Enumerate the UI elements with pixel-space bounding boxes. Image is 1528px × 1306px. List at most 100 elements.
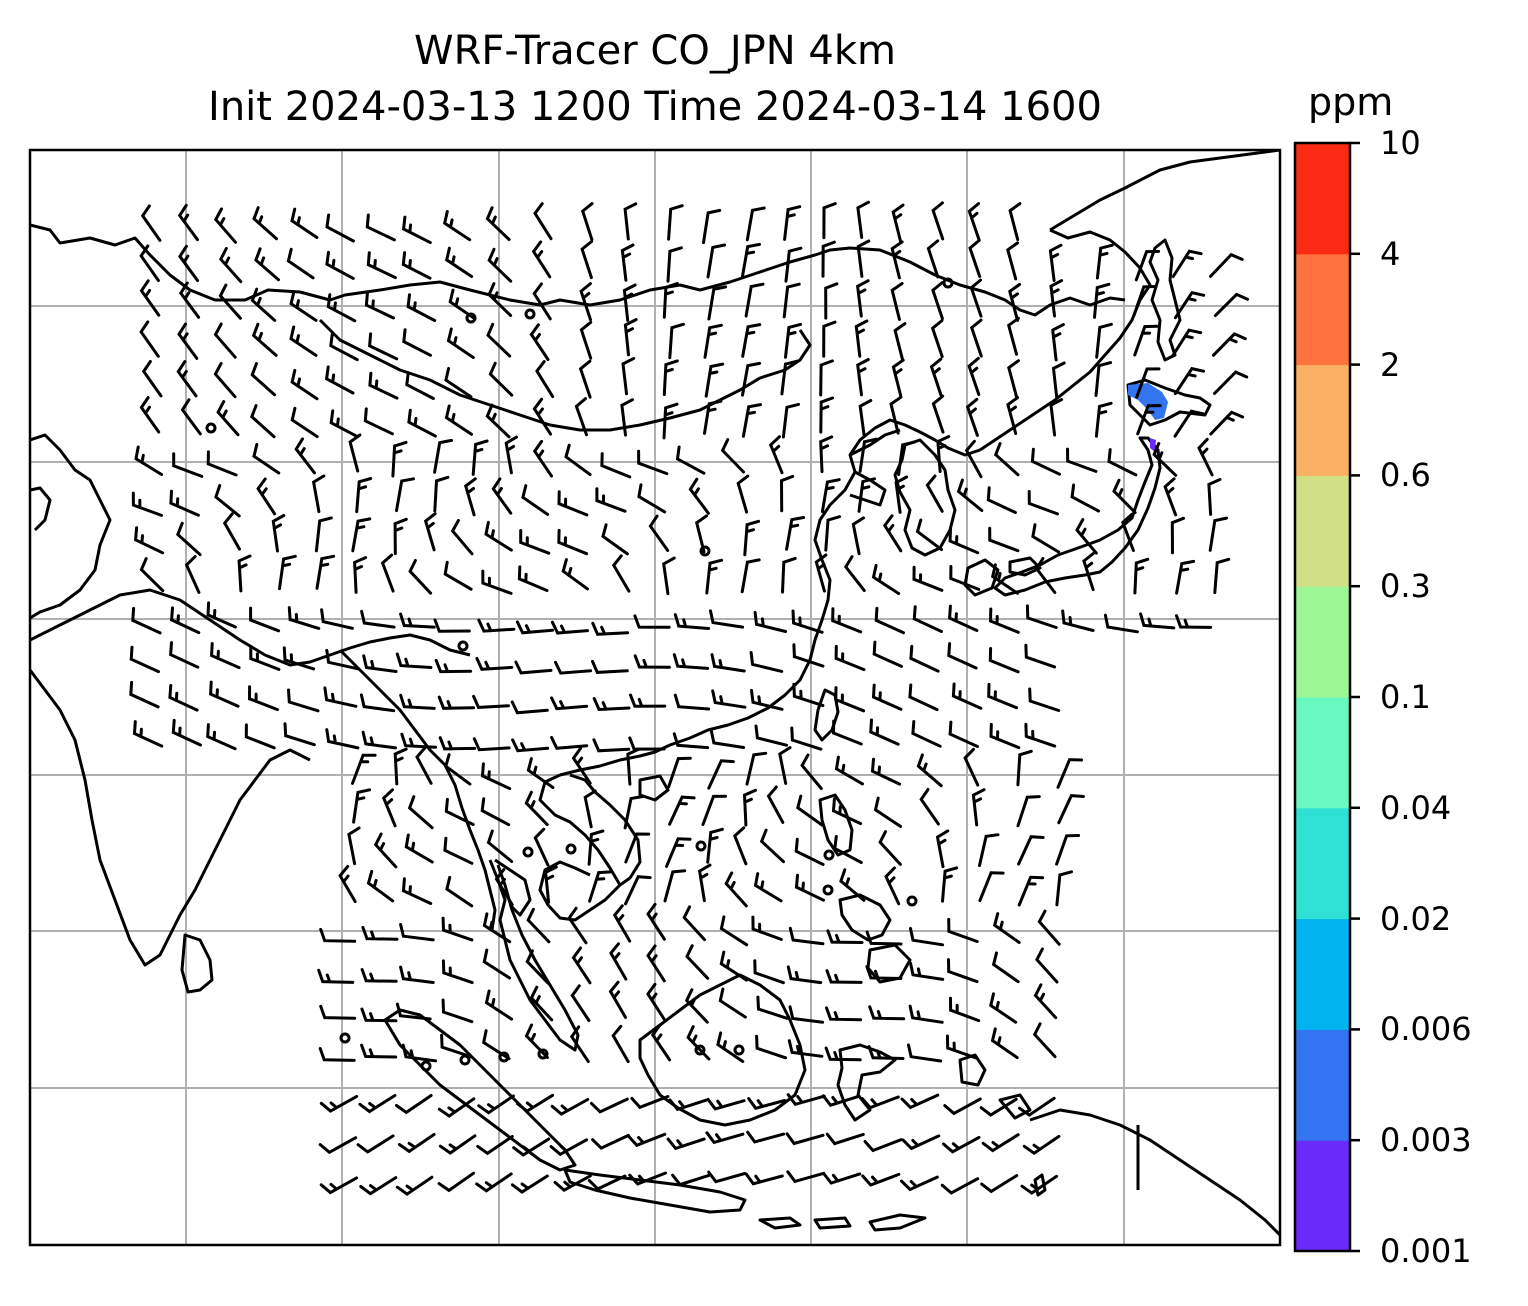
wind-barb [1209, 410, 1245, 436]
colorbar-segment [1295, 253, 1350, 366]
wind-barb [476, 1135, 514, 1156]
wind-barb [992, 912, 1021, 944]
wind-barb [991, 951, 1020, 984]
wind-barb [843, 555, 866, 593]
wind-barb [784, 246, 803, 283]
wind-barb [926, 239, 940, 279]
wind-barb [711, 689, 747, 709]
wind-barb [480, 797, 511, 827]
wind-barb [433, 475, 450, 513]
wind-barb [355, 477, 373, 514]
wind-barb [988, 526, 1020, 553]
wind-barb [139, 396, 161, 434]
wind-barb [741, 403, 762, 438]
colorbar-tick-label: 0.3 [1380, 567, 1431, 606]
wind-barb [213, 362, 237, 399]
wind-barb [819, 396, 834, 434]
wind-barb [1028, 687, 1061, 712]
wind-barb [740, 558, 761, 594]
wind-barb [252, 206, 278, 241]
wind-barb [1094, 361, 1113, 397]
wind-barb [790, 726, 823, 751]
wind-barb [931, 281, 944, 321]
wind-barb [516, 1093, 555, 1113]
wind-barb [941, 866, 959, 903]
wind-barb [485, 403, 511, 439]
wind-barb [1037, 909, 1061, 946]
wind-barb [444, 797, 475, 826]
wind-barb [524, 790, 549, 827]
wind-barb [701, 794, 727, 826]
wind-barb [948, 604, 979, 632]
wind-barb [214, 484, 241, 518]
wind-barb [851, 516, 865, 556]
wind-barb [861, 1172, 901, 1187]
wind-barb [433, 438, 453, 474]
wind-barb [856, 358, 870, 397]
wind-barb [363, 407, 394, 436]
wind-barb [415, 746, 433, 785]
wind-barb [1006, 396, 1020, 435]
wind-barb [781, 402, 800, 439]
wind-barb [872, 640, 903, 668]
wind-barb [703, 323, 723, 359]
wind-barb [311, 474, 326, 514]
wind-barb [756, 995, 789, 1020]
wind-barb [788, 1005, 825, 1024]
wind-barb [1213, 557, 1231, 595]
wind-barb [893, 322, 907, 361]
wind-barb [682, 905, 706, 942]
wind-barb [964, 439, 983, 479]
wind-barb [444, 753, 472, 786]
wind-barb [401, 251, 432, 280]
wind-barb [936, 435, 951, 473]
wind-barb [250, 362, 276, 397]
wind-barb [794, 873, 825, 902]
wind-barb [873, 796, 902, 828]
wind-barb [405, 371, 435, 400]
wind-barb [549, 1138, 589, 1157]
wind-barb [131, 491, 163, 517]
wind-barb [178, 244, 200, 283]
wind-barb [477, 1094, 515, 1115]
colorbar [1295, 143, 1350, 1252]
wind-barb [668, 322, 685, 360]
wind-barb [359, 693, 396, 713]
wind-barb [504, 435, 518, 475]
wind-barb [1107, 448, 1138, 477]
colorbar-segment [1295, 586, 1350, 698]
wind-barb [709, 729, 746, 749]
wind-barb [891, 203, 905, 243]
wind-barb [965, 397, 979, 437]
wind-barb [134, 445, 164, 476]
wind-barb [1034, 557, 1057, 594]
wind-barb [529, 323, 550, 361]
colorbar-tick-label: 0.02 [1380, 899, 1452, 938]
wind-barb [329, 409, 360, 439]
wind-barb [510, 1174, 549, 1194]
wind-barb [222, 512, 241, 551]
wind-barb [967, 202, 981, 242]
wind-barb [741, 242, 761, 278]
wind-barb [1095, 243, 1114, 280]
wind-barb [633, 654, 671, 669]
map-border [28, 148, 1282, 1247]
wind-barb [1133, 324, 1159, 357]
wind-barb [704, 362, 725, 398]
wind-barb [169, 489, 200, 517]
wind-barb [1007, 359, 1020, 399]
wind-barb [821, 240, 836, 278]
wind-barb [623, 795, 645, 830]
wind-barb [968, 238, 982, 278]
wind-barb [592, 738, 631, 753]
wind-barb [986, 486, 1017, 514]
wind-barb [833, 835, 863, 864]
wind-barb [294, 437, 316, 475]
wind-barb [858, 437, 878, 473]
wind-barb [446, 327, 475, 359]
wind-barb [609, 942, 628, 981]
wind-barb [744, 282, 765, 318]
tracer-plume [1128, 383, 1168, 452]
wind-barb [178, 281, 201, 319]
